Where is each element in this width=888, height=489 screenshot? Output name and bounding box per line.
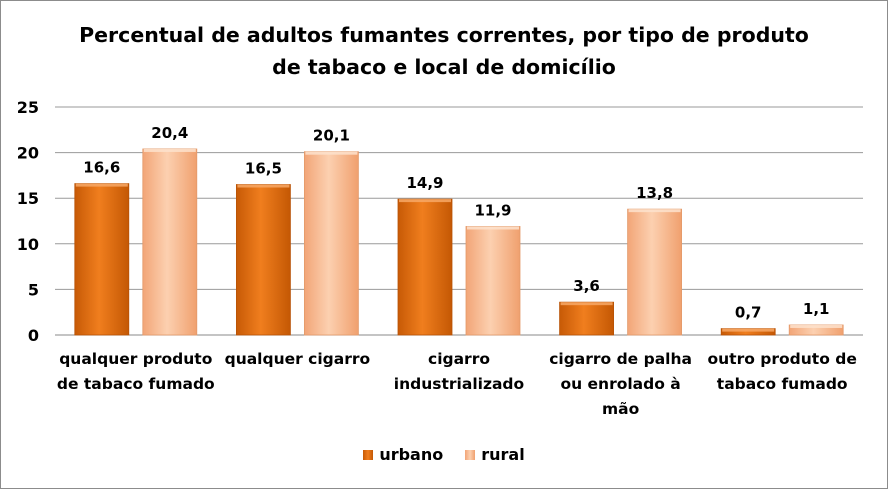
x-tick-label-line: cigarro de palha (549, 350, 692, 368)
x-tick-label-line: tabaco fumado (716, 375, 848, 393)
bar-highlight-urbano (75, 183, 128, 187)
data-label-rural: 20,4 (151, 124, 188, 142)
x-tick-label-line: de tabaco fumado (56, 375, 215, 393)
x-tick-label: cigarro de palha ou enrolado à mão (541, 347, 701, 422)
legend-swatch-rural (465, 449, 476, 460)
x-tick-label: qualquer cigarro (217, 347, 377, 372)
x-tick-label: outro produto de tabaco fumado (702, 347, 862, 397)
legend-item-urbano: urbano (363, 445, 443, 464)
x-tick-label-line: outro produto de (707, 350, 857, 368)
bar-highlight-rural (143, 148, 196, 152)
data-label-urbano: 16,6 (83, 159, 120, 177)
bar-highlight-urbano (722, 328, 775, 332)
x-tick-label: cigarro industrializado (379, 347, 539, 397)
data-label-urbano: 3,6 (573, 277, 600, 295)
y-tick-label: 15 (17, 189, 39, 208)
y-tick-label: 25 (17, 98, 39, 117)
bar-highlight-urbano (560, 302, 613, 306)
legend-item-rural: rural (465, 445, 525, 464)
bar-urbano (397, 198, 453, 336)
data-label-urbano: 0,7 (735, 304, 762, 322)
bar-urbano (74, 183, 130, 336)
data-label-rural: 11,9 (474, 201, 511, 219)
bar-highlight-rural (790, 324, 843, 328)
x-tick-label-line: mão (601, 400, 640, 418)
x-tick-label-line: qualquer cigarro (224, 350, 371, 368)
data-label-rural: 13,8 (636, 184, 673, 202)
bar-highlight-rural (628, 209, 681, 213)
chart-title: Percentual de adultos fumantes correntes… (1, 19, 887, 83)
y-tick-label: 10 (17, 235, 39, 254)
bar-highlight-urbano (237, 184, 290, 188)
bar-urbano (559, 301, 614, 336)
bar-rural (303, 151, 359, 336)
bar-rural (142, 148, 198, 336)
x-tick-label-line: qualquer produto (59, 350, 213, 368)
x-tick-label-line: cigarro (428, 350, 490, 368)
bar-highlight-urbano (399, 199, 451, 203)
x-tick-label-line: ou enrolado à (560, 375, 681, 393)
chart-title-line-1: Percentual de adultos fumantes correntes… (79, 23, 809, 47)
y-tick-label: 20 (17, 144, 39, 163)
x-tick-label: qualquer produto de tabaco fumado (56, 347, 216, 397)
data-label-rural: 1,1 (803, 300, 830, 318)
y-tick-label: 0 (28, 326, 39, 345)
bar-rural (465, 226, 521, 336)
chart-title-line-2: de tabaco e local de domicílio (272, 55, 616, 79)
legend: urbano rural (1, 445, 887, 464)
data-label-urbano: 14,9 (406, 174, 443, 192)
x-tick-label-line: industrializado (393, 375, 525, 393)
data-label-rural: 20,1 (313, 127, 350, 145)
legend-label-rural: rural (481, 445, 525, 464)
bar-highlight-rural (305, 151, 358, 155)
bar-highlight-rural (467, 226, 519, 230)
legend-swatch-urbano (363, 449, 374, 460)
bar-urbano (235, 184, 291, 336)
bar-rural (627, 208, 682, 336)
legend-label-urbano: urbano (379, 445, 444, 464)
y-tick-label: 5 (28, 280, 39, 299)
data-label-urbano: 16,5 (245, 160, 282, 178)
